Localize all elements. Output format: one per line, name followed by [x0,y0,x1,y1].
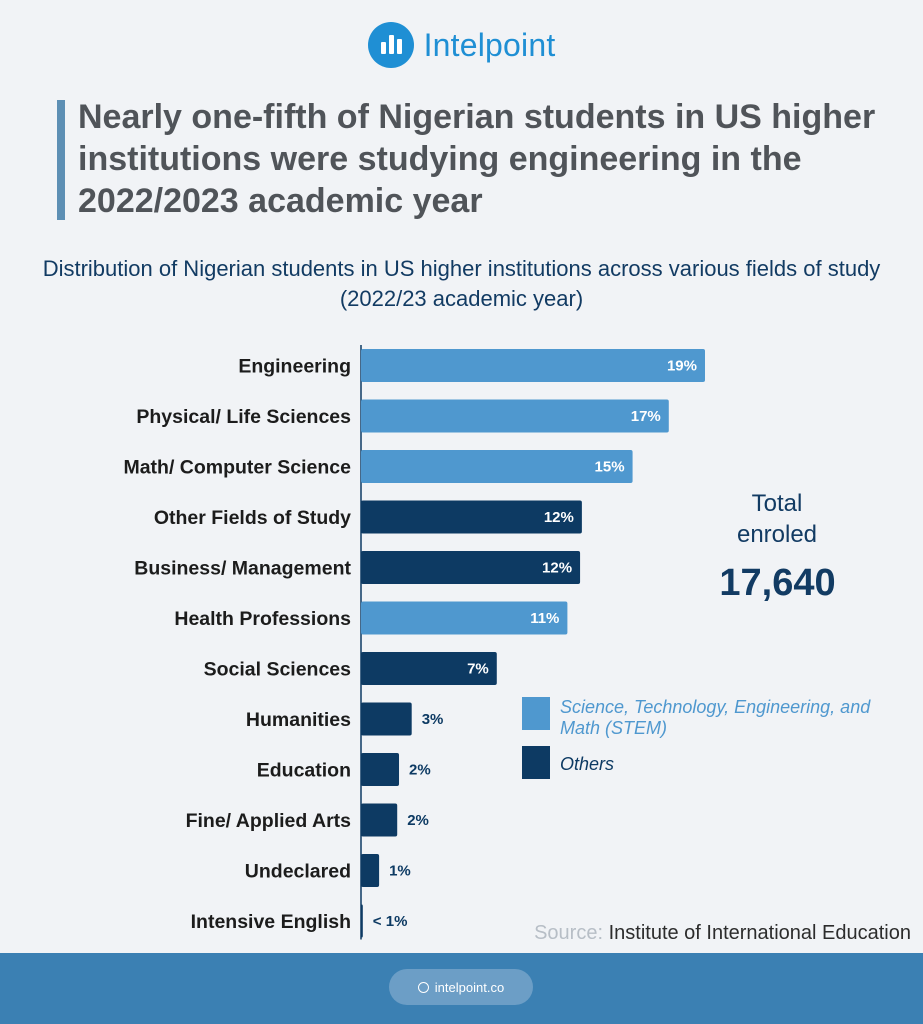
bar [361,702,412,736]
category-label: Health Professions [174,608,351,630]
category-label: Other Fields of Study [154,507,351,529]
source-prefix: Source: [534,922,604,944]
chart-logo-icon [367,22,414,68]
legend-label-stem: Science, Technology, Engineering, and Ma… [560,697,871,738]
brand-name: Intelpoint [423,26,556,63]
category-label: Education [257,760,351,782]
website-text: intelpoint.co [434,979,505,995]
bar [361,349,705,382]
category-label: Fine/ Applied Arts [186,810,352,832]
data-label: 15% [595,459,625,476]
headline: Nearly one-fifth of Nigerian students in… [78,98,876,220]
category-label: Intensive English [191,911,351,933]
website-link[interactable]: intelpoint.co [389,969,533,1005]
legend-swatch-others [522,746,550,779]
bar [361,652,497,685]
total-value: 17,640 [719,562,836,604]
data-label: 7% [467,661,489,678]
data-label: 1% [389,863,411,880]
bar [361,753,400,786]
bar [361,399,669,433]
bar [361,500,582,534]
brand-logo: Intelpoint [0,22,923,68]
category-label: Humanities [246,709,351,731]
headline-accent-bar [57,100,65,220]
bar [361,904,363,938]
bar [361,854,380,887]
legend-swatch-stem [522,697,550,730]
data-label: 12% [544,509,574,526]
bar [361,551,581,584]
bar-chart: Engineering 19% Physical/ Life Sciences 17%… [123,345,705,940]
data-label: < 1% [373,913,408,930]
data-label: 3% [422,711,444,728]
source-text: Institute of International Education [608,922,911,944]
footer-bar: intelpoint.co [0,953,923,1024]
bar [361,601,568,635]
data-label: 2% [409,762,431,779]
category-label: Undeclared [245,861,351,883]
data-label: 19% [667,358,697,375]
category-label: Engineering [238,356,351,378]
chart-title: Distribution of Nigerian students in US … [42,256,881,311]
category-label: Physical/ Life Sciences [136,406,351,428]
category-label: Business/ Management [134,558,351,580]
data-label: 17% [631,408,661,425]
legend-item-stem: Science, Technology, Engineering, and Ma… [522,697,890,739]
legend-label-others: Others [560,754,615,774]
data-label: 2% [407,812,429,829]
source-note: Source: Institute of International Educa… [534,922,911,945]
category-label: Math/ Computer Science [123,457,351,479]
category-label: Social Sciences [204,659,352,681]
globe-icon [417,981,429,993]
legend-item-others: Others [522,746,614,779]
total-label: Total enroled [736,490,818,548]
data-label: 12% [542,560,572,577]
bar [361,450,633,483]
data-label: 11% [530,610,559,627]
bar [361,803,398,837]
